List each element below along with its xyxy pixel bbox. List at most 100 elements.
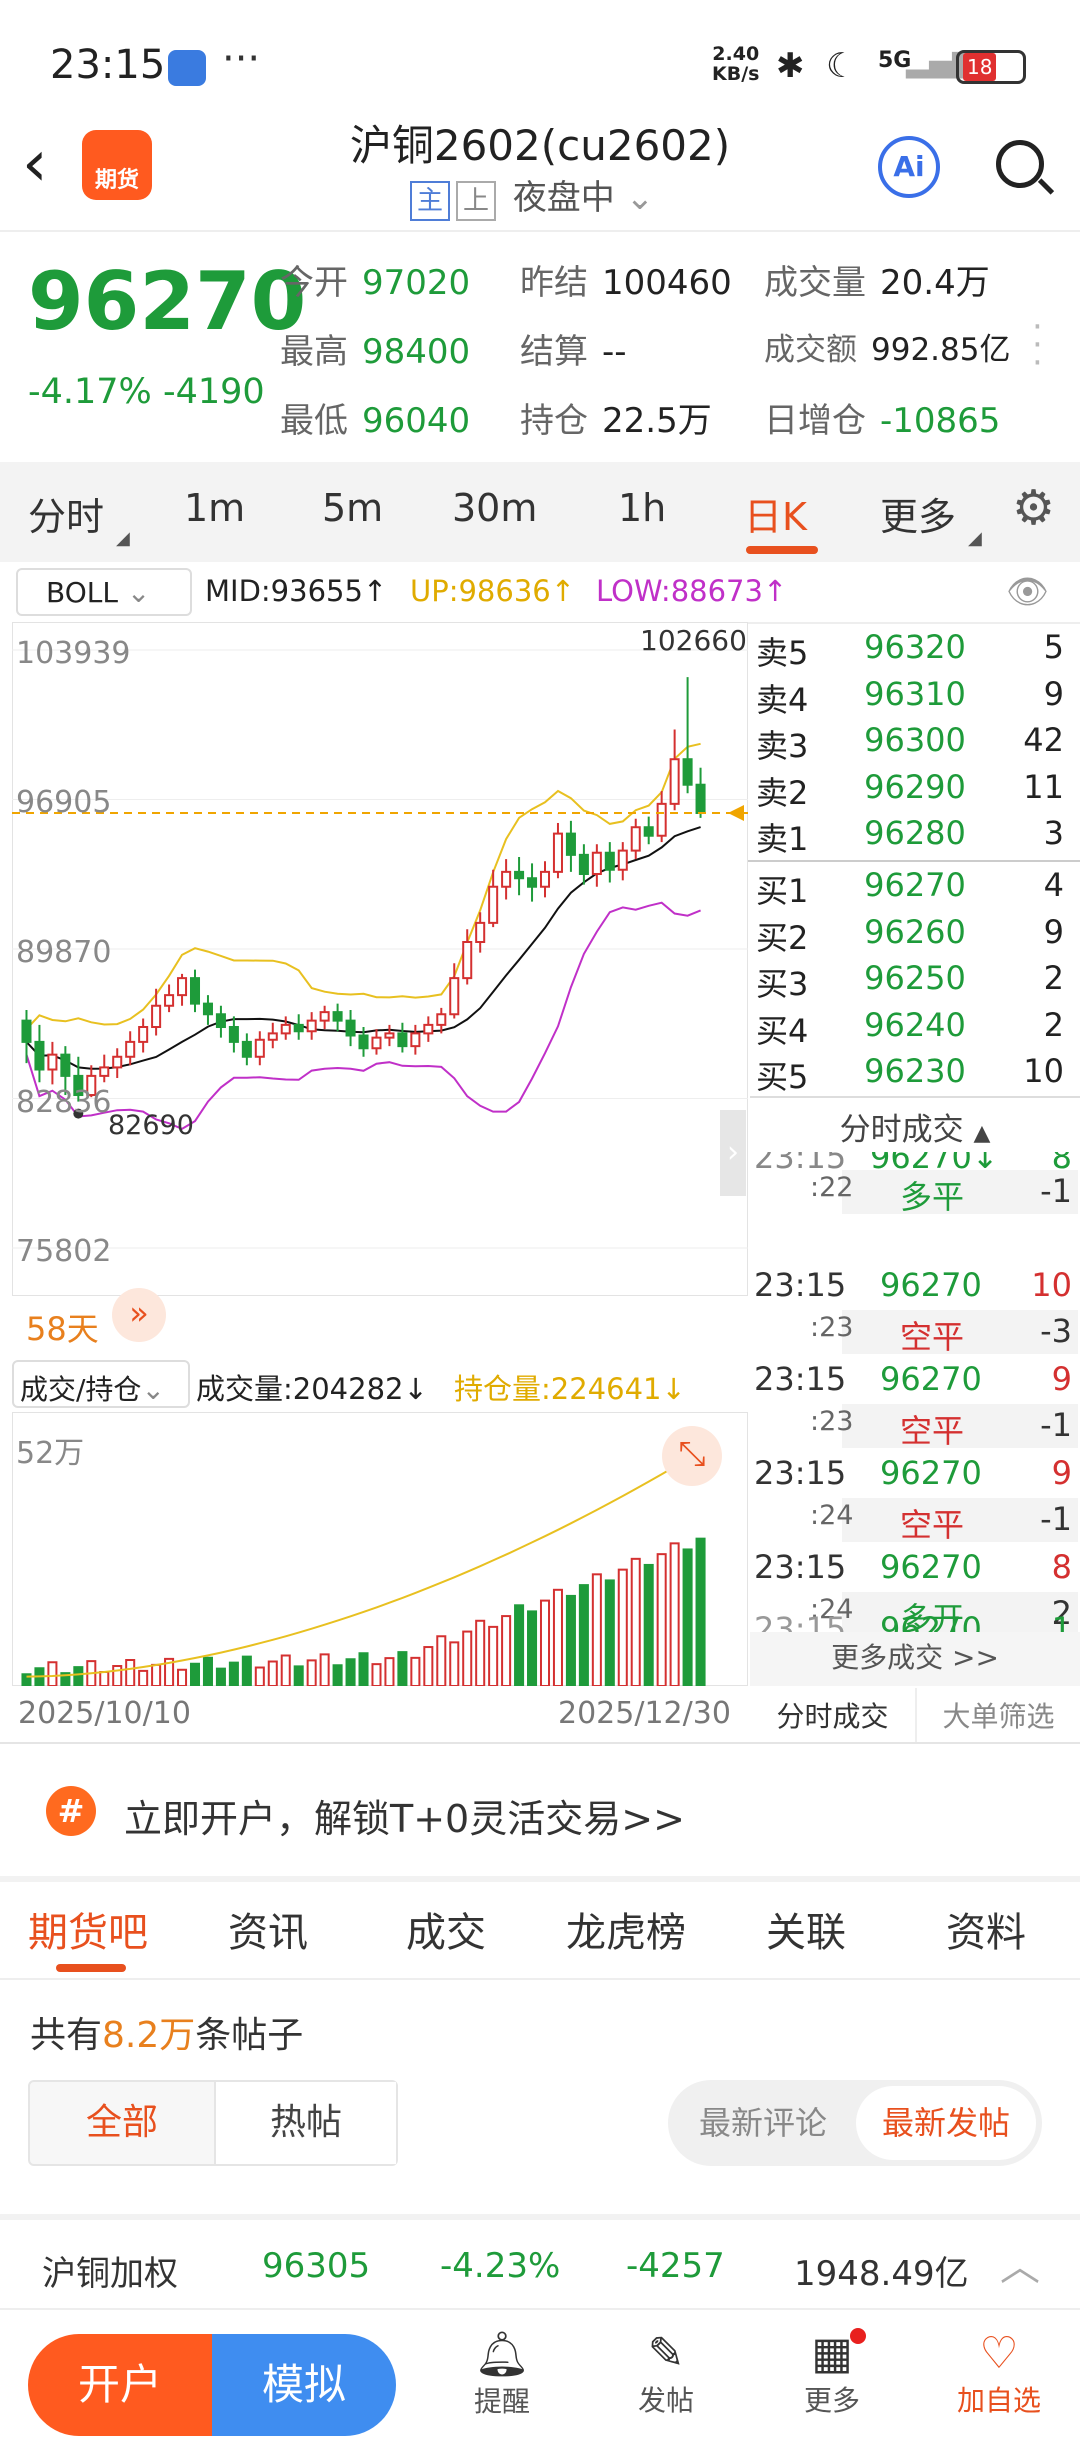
trade-volume: 9 <box>1051 1360 1072 1398</box>
tab-period-3[interactable]: 30m <box>452 486 538 530</box>
candle <box>189 969 201 1013</box>
tab-period-1[interactable]: 1m <box>184 486 246 530</box>
volume-bar <box>682 1548 693 1686</box>
y-axis-label: 96905 <box>16 785 112 821</box>
more-button[interactable]: ▦ 更多 <box>782 2328 882 2419</box>
trade-row: 23:15 96270 8:24 多开 2 <box>750 1548 1080 1642</box>
candle <box>228 1016 239 1053</box>
candle-body <box>436 1013 447 1026</box>
trade-time: 23:15 <box>754 1454 847 1492</box>
search-icon[interactable] <box>996 140 1044 188</box>
bid-price: 96270 <box>864 866 966 904</box>
candle-body <box>202 1002 213 1016</box>
trade-second: :24 <box>810 1594 854 1625</box>
quote-stat-value: 22.5万 <box>602 401 712 441</box>
add-favorite-button[interactable]: ♡ 加自选 <box>944 2328 1054 2419</box>
status-bar: 23:15 ··· 2.40 KB/s ✱ ☾ 5G ▂▄▆ 18 <box>0 0 1080 120</box>
more-vertical-icon[interactable]: · · · <box>1032 307 1043 383</box>
futures-logo: 期货 <box>82 130 152 200</box>
bid-row[interactable]: 买1 96270 4 <box>0 866 1080 912</box>
ask-row[interactable]: 卖2 96290 11 <box>0 768 1080 814</box>
candle-body <box>47 1053 58 1071</box>
more-trades-link[interactable]: 更多成交 >> <box>750 1632 1080 1686</box>
expand-icon[interactable]: » <box>112 1288 166 1342</box>
indicator-select[interactable]: BOLL ⌄ <box>16 568 192 616</box>
tab-period-5[interactable]: 日K <box>744 495 807 539</box>
tab-content-1[interactable]: 资讯 <box>228 1910 308 1956</box>
hash-icon: # <box>46 1786 96 1836</box>
quote-stat-label: 最高 <box>280 332 348 372</box>
volume-bar <box>423 1646 434 1686</box>
tab-content-5[interactable]: 资料 <box>946 1910 1026 1956</box>
weighted-ticker[interactable]: 沪铜加权 96305 -4.23% -4257 1948.49亿 ︿ <box>0 2214 1080 2310</box>
bid-row[interactable]: 买4 96240 2 <box>0 1006 1080 1052</box>
open-account-button[interactable]: 开户 <box>28 2334 212 2436</box>
trade-price: 96270 <box>880 1548 982 1586</box>
candle-body <box>345 1019 356 1037</box>
tab-content-4[interactable]: 关联 <box>766 1910 846 1956</box>
tab-content-3[interactable]: 龙虎榜 <box>566 1910 686 1956</box>
eye-icon[interactable]: 👁 <box>1006 572 1050 612</box>
y-axis-label: 89870 <box>16 935 112 970</box>
quote-stat-value: 20.4万 <box>880 263 990 303</box>
volume-indicator-select[interactable]: 成交/持仓⌄ <box>12 1360 190 1408</box>
tab-period-2[interactable]: 5m <box>322 486 384 530</box>
grid-icon: ▦ <box>782 2328 882 2379</box>
candle-body <box>552 832 563 873</box>
kline-chart[interactable] <box>12 622 748 1296</box>
filter-all[interactable]: 全部 <box>85 2102 158 2143</box>
sort-latest-post[interactable]: 最新发帖 <box>856 2086 1036 2160</box>
ai-button[interactable]: Ai <box>878 136 940 198</box>
candle <box>280 1016 291 1040</box>
bid-row[interactable]: 买3 96250 2 <box>0 959 1080 1005</box>
bid-row[interactable]: 买5 96230 10 <box>0 1052 1080 1098</box>
filter-hot[interactable]: 热帖 <box>214 2082 396 2164</box>
trade-type: 多平 <box>900 1178 965 1216</box>
candle-body <box>177 977 188 997</box>
fullscreen-icon[interactable]: ⤡ <box>662 1426 722 1486</box>
session-selector[interactable]: 主上 夜盘中 ⌄ <box>410 170 654 221</box>
remind-button[interactable]: 🔔︎ 提醒 <box>452 2328 552 2420</box>
quote-stat-label: 成交量 <box>764 263 866 303</box>
sort-latest-comment[interactable]: 最新评论 <box>698 2104 827 2142</box>
candle-body <box>138 1026 149 1043</box>
tab-period-0[interactable]: 分时 <box>28 495 105 539</box>
low-label: 82690 <box>108 1110 194 1141</box>
volume-bar <box>280 1654 291 1686</box>
trade-type-bg <box>842 1592 1078 1636</box>
chevron-up-icon[interactable]: ︿ <box>1000 2244 1040 2290</box>
tab-period-4[interactable]: 1h <box>618 486 667 530</box>
ask-row[interactable]: 卖1 96280 3 <box>0 814 1080 860</box>
volume-chart[interactable] <box>12 1412 748 1686</box>
trade-type: 空平 <box>900 1412 965 1450</box>
tab-big-orders[interactable]: 大单筛选 <box>915 1688 1080 1742</box>
ask-row[interactable]: 卖5 96320 5 <box>0 628 1080 674</box>
trade-oi-change: 2 <box>1051 1594 1072 1632</box>
candle-body <box>656 802 667 837</box>
volume-bar <box>475 1619 486 1686</box>
candle <box>138 1018 149 1053</box>
back-icon[interactable]: ‹ <box>22 127 48 201</box>
volume-bar <box>643 1563 654 1686</box>
simulate-button[interactable]: 模拟 <box>212 2334 396 2436</box>
bid-row[interactable]: 买2 96260 9 <box>0 913 1080 959</box>
dropdown-corner-icon: ◢ <box>116 528 130 549</box>
price-change: -4.17% -4190 <box>28 372 265 412</box>
settings-gear-icon[interactable]: ⚙ <box>1012 480 1056 536</box>
ask-row[interactable]: 卖3 96300 42 <box>0 721 1080 767</box>
tab-period-6[interactable]: 更多 <box>880 495 957 539</box>
dropdown-corner-icon: ◢ <box>968 528 982 549</box>
trade-second: :24 <box>810 1500 854 1531</box>
tab-content-0[interactable]: 期货吧 <box>28 1910 148 1956</box>
tab-trades[interactable]: 分时成交 <box>776 1700 889 1733</box>
tab-content-2[interactable]: 成交 <box>406 1910 486 1956</box>
trades-title[interactable]: 分时成交 ▲ <box>839 1112 991 1148</box>
ask-row[interactable]: 卖4 96310 9 <box>0 675 1080 721</box>
collapse-side-panel-icon[interactable]: › <box>720 1110 746 1196</box>
post-button[interactable]: ✎ 发帖 <box>616 2328 716 2419</box>
promo-banner[interactable]: # 立即开户，解锁T+0灵活交易>> <box>0 1744 1080 1880</box>
candle-body <box>112 1055 123 1069</box>
candle-body <box>280 1023 291 1035</box>
candle <box>384 1024 395 1047</box>
